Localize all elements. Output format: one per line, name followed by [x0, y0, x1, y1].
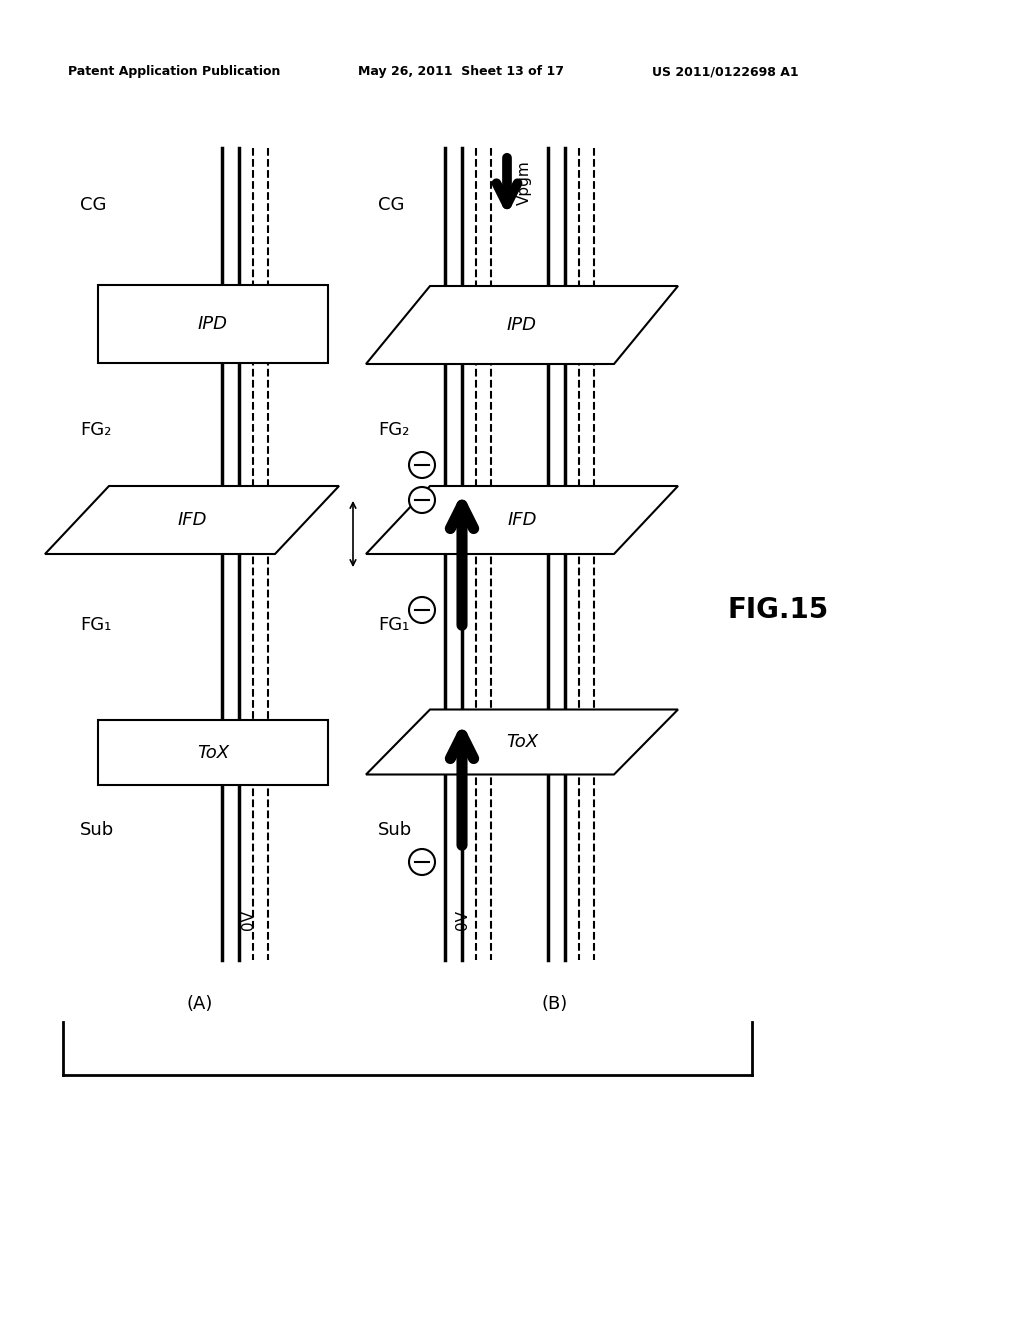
Circle shape — [409, 487, 435, 513]
Text: CG: CG — [80, 195, 106, 214]
Polygon shape — [366, 710, 678, 775]
Polygon shape — [366, 286, 678, 364]
Text: Sub: Sub — [378, 821, 413, 840]
Text: IPD: IPD — [507, 315, 537, 334]
Circle shape — [409, 849, 435, 875]
Text: FG₁: FG₁ — [378, 616, 410, 634]
Polygon shape — [366, 486, 678, 554]
Text: FG₂: FG₂ — [80, 421, 112, 440]
Text: US 2011/0122698 A1: US 2011/0122698 A1 — [652, 66, 799, 78]
Circle shape — [409, 451, 435, 478]
Circle shape — [409, 597, 435, 623]
Text: (A): (A) — [186, 995, 213, 1012]
Text: May 26, 2011  Sheet 13 of 17: May 26, 2011 Sheet 13 of 17 — [358, 66, 564, 78]
Text: FG₂: FG₂ — [378, 421, 410, 440]
Text: Patent Application Publication: Patent Application Publication — [68, 66, 281, 78]
Text: FG₁: FG₁ — [80, 616, 112, 634]
Text: 0V: 0V — [455, 909, 469, 931]
Text: IFD: IFD — [177, 511, 207, 529]
Text: 0V: 0V — [241, 909, 256, 931]
Text: FIG.15: FIG.15 — [728, 597, 829, 624]
Text: Sub: Sub — [80, 821, 115, 840]
Text: CG: CG — [378, 195, 404, 214]
Text: Vpgm: Vpgm — [517, 160, 532, 205]
Text: IPD: IPD — [198, 315, 228, 333]
Bar — [98, 719, 328, 785]
Text: IFD: IFD — [507, 511, 537, 529]
Text: ToX: ToX — [506, 733, 538, 751]
Text: (B): (B) — [542, 995, 568, 1012]
Polygon shape — [45, 486, 339, 554]
Text: ToX: ToX — [197, 743, 229, 762]
Bar — [98, 285, 328, 363]
